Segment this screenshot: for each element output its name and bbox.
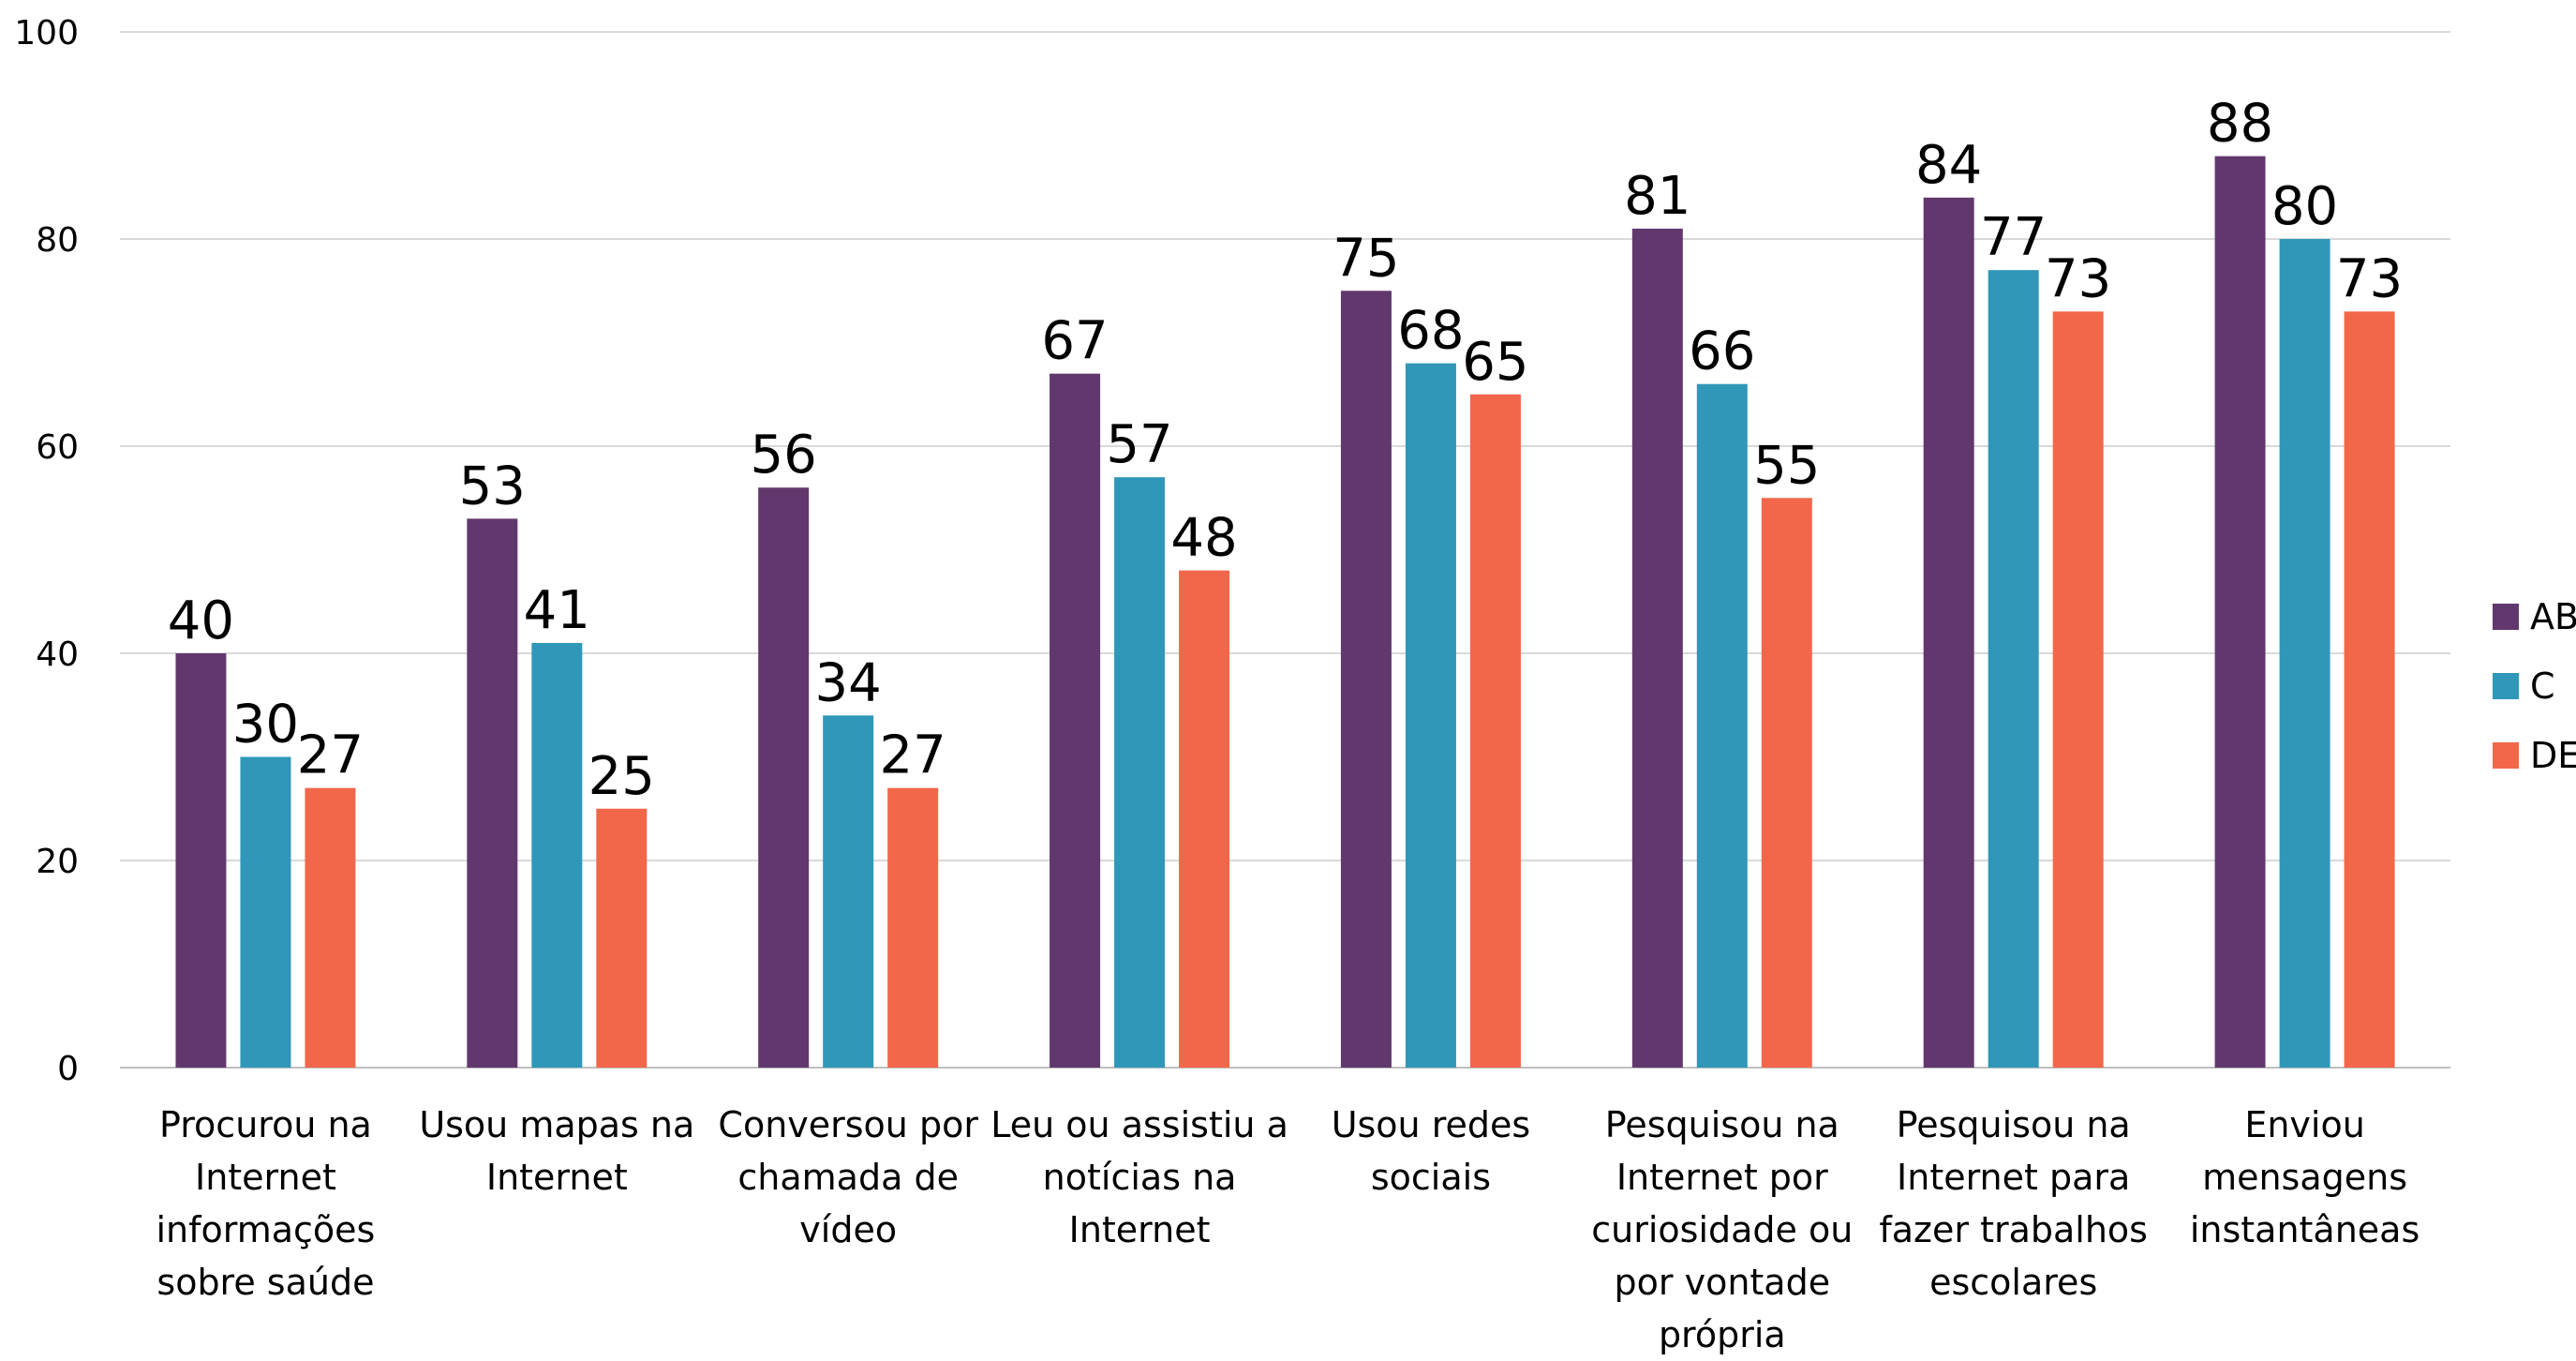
bar-ab — [1340, 291, 1392, 1068]
x-category-label-line: Internet — [194, 1157, 336, 1198]
bar-c — [1405, 363, 1456, 1069]
x-category-label-line: Procurou na — [159, 1104, 372, 1145]
data-label: 81 — [1624, 166, 1690, 227]
x-category-label-line: curiosidade ou — [1591, 1209, 1854, 1250]
data-label: 27 — [880, 725, 946, 786]
bar-ab — [1631, 228, 1683, 1068]
x-category-label-line: instantâneas — [2189, 1209, 2420, 1250]
x-category-label-line: Internet por — [1616, 1157, 1828, 1198]
y-tick-label: 60 — [36, 428, 79, 467]
x-category-label-line: por vontade — [1614, 1262, 1831, 1303]
bar-c — [823, 715, 874, 1068]
data-label: 73 — [2336, 248, 2403, 309]
legend-swatch-c — [2493, 673, 2519, 699]
x-category-label: Usou redes sociais — [1281, 1099, 1581, 1204]
data-label: 84 — [1915, 135, 1982, 196]
x-category-label: Conversou por chamada de vídeo — [698, 1099, 998, 1256]
x-category-label-line: informações — [156, 1209, 376, 1250]
x-category-label-line: sobre saúde — [156, 1262, 375, 1303]
x-category-label-line: fazer trabalhos — [1879, 1209, 2148, 1250]
data-label: 56 — [751, 425, 817, 486]
y-tick-label: 0 — [57, 1050, 79, 1088]
x-category-label-line: chamada de — [737, 1157, 959, 1198]
bar-de — [1179, 570, 1230, 1068]
x-category-label-line: escolares — [1929, 1262, 2098, 1303]
data-label: 65 — [1462, 332, 1528, 393]
data-label: 48 — [1170, 508, 1237, 569]
x-category-label-line: vídeo — [799, 1209, 898, 1250]
x-category-label-line: Internet para — [1897, 1157, 2131, 1198]
x-category-label-line: Usou mapas na — [419, 1104, 695, 1145]
data-label: 27 — [297, 725, 364, 786]
x-category-label-line: Conversou por — [718, 1104, 978, 1145]
x-category-label-line: sociais — [1370, 1157, 1491, 1198]
bar-de — [887, 787, 939, 1068]
data-label: 75 — [1333, 228, 1399, 289]
bars — [175, 156, 2395, 1069]
data-label: 88 — [2207, 94, 2273, 155]
bar-ab — [1923, 197, 1974, 1069]
bar-ab — [2214, 156, 2266, 1069]
data-label: 77 — [1980, 207, 2047, 268]
data-label: 57 — [1106, 414, 1172, 475]
x-category-label: Usou mapas na Internet — [407, 1099, 707, 1204]
legend-label-de: DE — [2530, 735, 2576, 776]
x-category-label-line: mensagens — [2202, 1157, 2408, 1198]
data-label: 30 — [232, 695, 299, 755]
data-label: 73 — [2045, 248, 2111, 309]
x-category-label-line: Internet — [485, 1157, 628, 1198]
bar-c — [531, 642, 583, 1068]
data-label: 67 — [1041, 311, 1108, 372]
x-category-label-line: Enviou — [2244, 1104, 2365, 1145]
x-category-label-line: Pesquisou na — [1604, 1104, 1839, 1145]
x-category-label-line: Internet — [1068, 1209, 1211, 1250]
data-label: 25 — [588, 746, 655, 807]
x-category-label-line: Leu ou assistiu a — [990, 1104, 1288, 1145]
x-category-label-line: própria — [1658, 1314, 1786, 1355]
x-category-label-line: notícias na — [1042, 1157, 1237, 1198]
bar-de — [1761, 498, 1812, 1068]
bar-de — [596, 808, 648, 1068]
y-tick-label: 20 — [36, 843, 79, 881]
data-label: 53 — [459, 456, 526, 516]
bar-de — [1469, 394, 1521, 1068]
bar-ab — [467, 518, 518, 1068]
data-label: 34 — [815, 652, 882, 713]
data-label: 40 — [168, 591, 234, 651]
x-category-label: Leu ou assistiu a notícias na Internet — [990, 1099, 1289, 1256]
bar-ab — [175, 653, 227, 1068]
data-label: 66 — [1689, 322, 1755, 382]
bar-c — [1696, 383, 1748, 1068]
legend-swatch-ab — [2493, 604, 2519, 630]
bar-c — [1114, 477, 1166, 1068]
data-label: 80 — [2271, 176, 2338, 237]
bar-de — [2344, 311, 2395, 1069]
bar-c — [240, 756, 291, 1068]
x-category-label: Pesquisou na Internet por curiosidade ou po… — [1572, 1099, 1872, 1361]
bar-de — [2052, 311, 2104, 1069]
bar-c — [1988, 270, 2039, 1068]
bar-c — [2279, 239, 2330, 1068]
x-category-label: Pesquisou na Internet para fazer trabalhos… — [1864, 1099, 2164, 1309]
y-tick-label: 80 — [36, 221, 79, 260]
legend-label-c: C — [2530, 666, 2555, 707]
legend-label-ab: AB — [2530, 596, 2576, 637]
bar-ab — [758, 487, 810, 1068]
bar-ab — [1050, 373, 1101, 1068]
legend-swatch-de — [2493, 742, 2519, 769]
y-tick-label: 40 — [36, 636, 79, 674]
data-labels: 4030275341255634276757487568658166558477… — [168, 94, 2403, 807]
data-label: 41 — [524, 580, 590, 641]
x-category-label: Procurou na Internet informações sobre saúd… — [115, 1099, 415, 1309]
y-axis-tick-labels: 0 20 40 60 80 100 — [14, 14, 79, 1088]
x-category-label-line: Pesquisou na — [1896, 1104, 2131, 1145]
data-label: 55 — [1753, 435, 1820, 496]
y-tick-label: 100 — [14, 14, 79, 52]
x-category-label-line: Usou redes — [1331, 1104, 1531, 1145]
bar-de — [305, 787, 356, 1068]
x-category-label: Enviou mensagens instantâneas — [2155, 1099, 2455, 1256]
data-label: 68 — [1397, 301, 1464, 362]
